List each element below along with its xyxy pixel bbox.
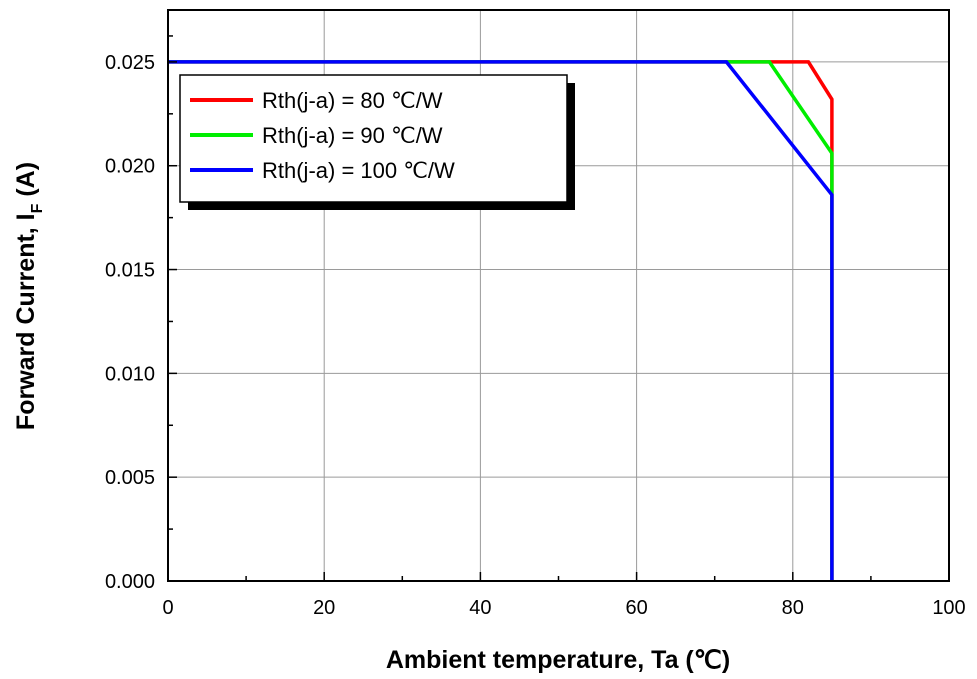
y-tick-label: 0.025 (105, 52, 155, 74)
y-tick-label: 0.005 (105, 467, 155, 489)
y-tick-label: 0.015 (105, 260, 155, 282)
y-axis-title-suffix: (A) (12, 162, 40, 204)
legend: Rth(j-a) = 80 ℃/W Rth(j-a) = 90 ℃/W Rth(j-… (179, 74, 575, 210)
y-axis-title-subscript: F (29, 203, 46, 213)
legend-label-3: Rth(j-a) = 100 ℃/W (262, 158, 455, 183)
series-line-3 (168, 60, 834, 581)
x-tick-label: 40 (469, 597, 491, 619)
x-tick-label: 0 (162, 597, 173, 619)
y-axis-title-main: Forward Current, I (12, 213, 40, 430)
legend-label-2: Rth(j-a) = 90 ℃/W (262, 123, 443, 148)
series-layer (168, 60, 834, 581)
x-axis-title: Ambient temperature, Ta (℃) (386, 646, 730, 674)
y-tick-label: 0.010 (105, 363, 155, 385)
legend-label-1: Rth(j-a) = 80 ℃/W (262, 88, 443, 113)
y-tick-label: 0.020 (105, 156, 155, 178)
y-axis-title: Forward Current, IF (A) (12, 162, 46, 430)
axis-ticks (167, 35, 950, 582)
x-tick-label: 100 (932, 597, 965, 619)
x-tick-labels: 0 20 40 60 80 100 (162, 597, 965, 619)
y-tick-label: 0.000 (105, 571, 155, 593)
y-tick-labels: 0.000 0.005 0.010 0.015 0.020 0.025 (105, 52, 155, 593)
legend-box (179, 74, 568, 203)
x-tick-label: 60 (625, 597, 647, 619)
x-tick-label: 20 (313, 597, 335, 619)
x-tick-label: 80 (782, 597, 804, 619)
